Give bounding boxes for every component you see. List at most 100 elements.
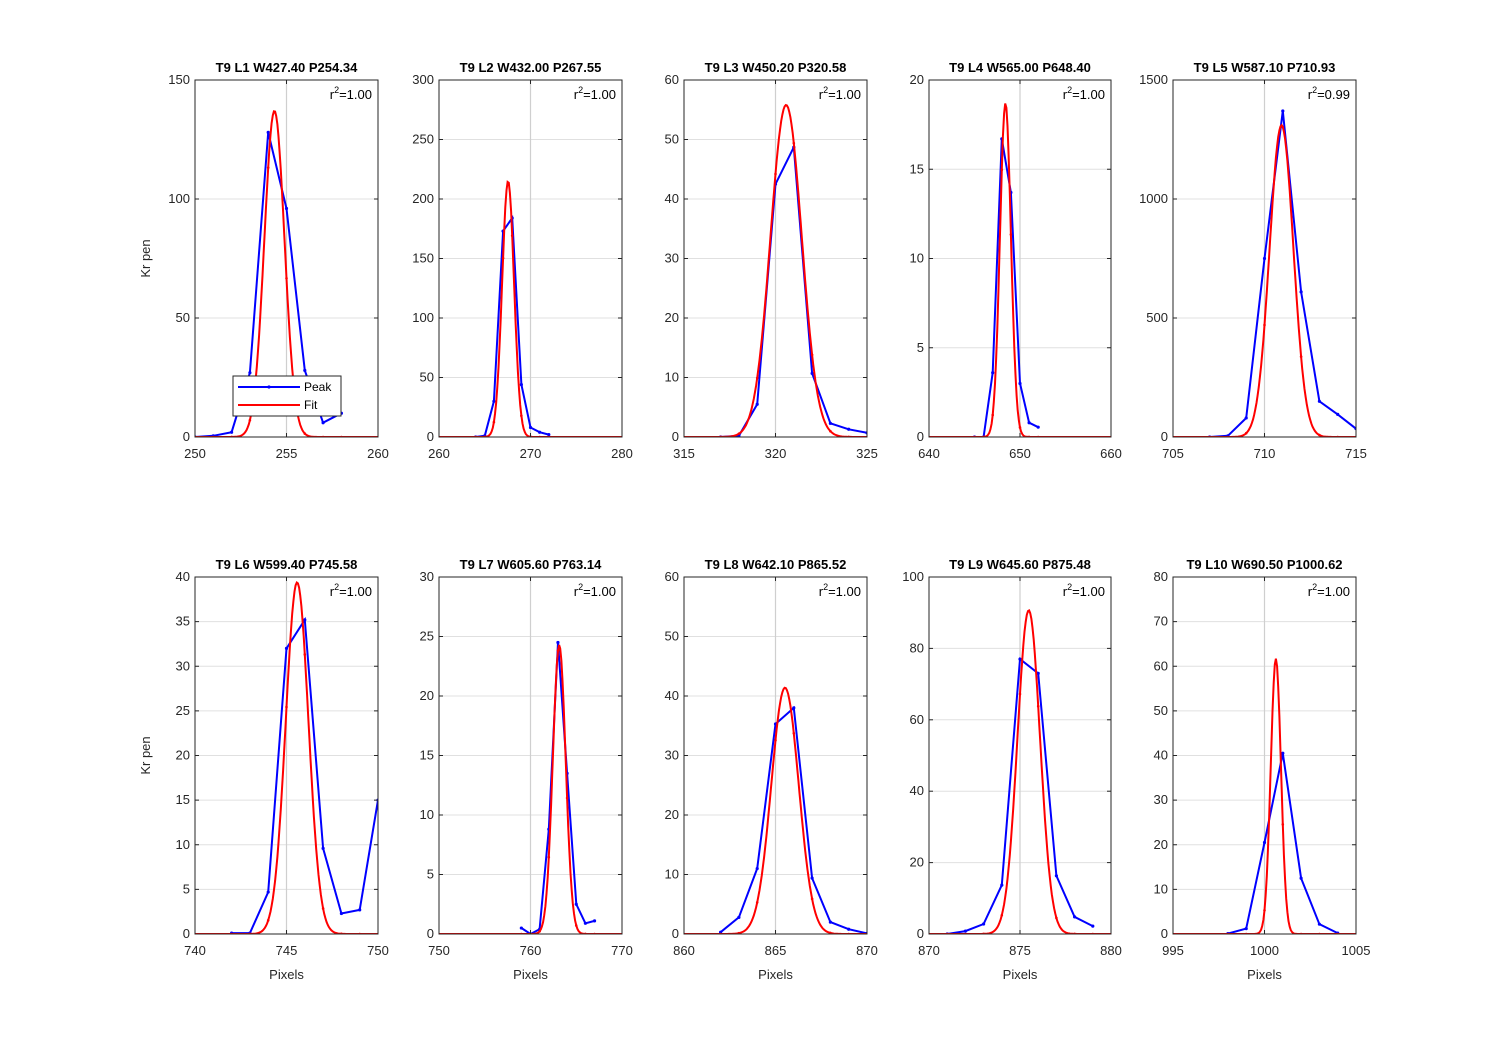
peak-point bbox=[1018, 381, 1022, 386]
peak-point bbox=[538, 430, 542, 434]
y-tick-label: 80 bbox=[910, 640, 924, 655]
peak-point bbox=[266, 890, 270, 894]
y-axis-label: Kr pen bbox=[138, 736, 153, 774]
x-tick-label: 650 bbox=[1009, 446, 1031, 461]
fit-point bbox=[1018, 426, 1022, 429]
fit-point bbox=[565, 796, 569, 800]
x-tick-label: 740 bbox=[184, 943, 206, 958]
x-tick-label: 870 bbox=[918, 943, 940, 958]
r-squared-exponent: 2 bbox=[578, 85, 583, 95]
subplot-4: 0 5 10 15 20 640 650 660 T9 L4 W565.00 P648.40 r2… bbox=[910, 60, 1122, 461]
y-tick-label: 50 bbox=[1154, 703, 1168, 718]
peak-point bbox=[1317, 399, 1321, 403]
peak-point bbox=[303, 618, 307, 622]
peak-point bbox=[1281, 109, 1285, 113]
x-tick-label: 315 bbox=[673, 446, 695, 461]
subplot-title: T9 L2 W432.00 P267.55 bbox=[460, 60, 602, 75]
y-tick-label: 80 bbox=[1154, 569, 1168, 584]
r-squared-exponent: 2 bbox=[1067, 85, 1072, 95]
peak-point bbox=[810, 371, 814, 375]
r-squared-base: r bbox=[1063, 87, 1068, 102]
x-tick-label: 870 bbox=[856, 943, 878, 958]
peak-series-line bbox=[720, 143, 867, 437]
x-tick-label: 770 bbox=[611, 943, 633, 958]
r-squared-base: r bbox=[574, 87, 579, 102]
x-tick-label: 875 bbox=[1009, 943, 1031, 958]
peak-point bbox=[810, 876, 814, 880]
peak-point bbox=[339, 911, 343, 916]
x-tick-label: 260 bbox=[428, 446, 450, 461]
peak-series-line bbox=[1209, 110, 1356, 437]
y-tick-label: 40 bbox=[665, 688, 679, 703]
peak-point bbox=[982, 922, 986, 926]
subplot-3: 0 10 20 30 40 50 60 315 320 325 T9 L3 W450.20 P320… bbox=[665, 60, 878, 461]
peak-point bbox=[1336, 412, 1340, 416]
peak-point bbox=[358, 908, 362, 912]
r-squared-exponent: 2 bbox=[578, 582, 583, 592]
x-tick-label: 325 bbox=[856, 446, 878, 461]
fit-point bbox=[755, 901, 759, 904]
fit-point bbox=[1055, 916, 1058, 920]
r-squared-label: r2=1.00 bbox=[1063, 582, 1105, 599]
y-tick-label: 20 bbox=[910, 855, 924, 870]
peak-point bbox=[519, 383, 523, 387]
y-tick-label: 0 bbox=[917, 429, 924, 444]
y-tick-label: 5 bbox=[427, 867, 434, 882]
y-tick-label: 60 bbox=[665, 72, 679, 87]
y-tick-label: 0 bbox=[917, 926, 924, 941]
y-tick-label: 10 bbox=[176, 837, 190, 852]
y-tick-label: 40 bbox=[176, 569, 190, 584]
r-squared-value: =1.00 bbox=[828, 87, 861, 102]
r-squared-label: r2=1.00 bbox=[330, 582, 372, 599]
peak-point bbox=[592, 919, 597, 923]
r-squared-value: =0.99 bbox=[1317, 87, 1350, 102]
legend: Peak Fit bbox=[232, 375, 342, 417]
subplot-7: 0 5 10 15 20 25 30 750 760 770 T9 L7 W605.60 P763.… bbox=[420, 557, 633, 982]
peak-point bbox=[1073, 915, 1077, 919]
y-tick-label: 0 bbox=[427, 926, 434, 941]
fit-point bbox=[303, 653, 307, 656]
x-axis-label: Pixels bbox=[1003, 967, 1038, 982]
peak-point bbox=[1091, 924, 1095, 928]
subplot-1: 0 50 100 150 250 255 260 T9 L1 W427.40 P254.34 r… bbox=[138, 60, 389, 461]
r-squared-base: r bbox=[330, 87, 335, 102]
x-tick-label: 705 bbox=[1162, 446, 1184, 461]
r-squared-value: =1.00 bbox=[1317, 584, 1350, 599]
fit-point bbox=[538, 929, 541, 933]
peak-point bbox=[528, 425, 533, 430]
r-squared-label: r2=1.00 bbox=[819, 582, 861, 599]
y-tick-label: 10 bbox=[910, 251, 924, 266]
peak-point bbox=[492, 399, 496, 403]
r-squared-label: r2=1.00 bbox=[819, 85, 861, 102]
y-tick-label: 20 bbox=[665, 310, 679, 325]
fit-point bbox=[1263, 323, 1266, 327]
fit-point bbox=[991, 413, 994, 417]
y-tick-label: 0 bbox=[183, 429, 190, 444]
peak-point bbox=[230, 430, 234, 434]
peak-point bbox=[755, 402, 759, 406]
r-squared-value: =1.00 bbox=[339, 87, 372, 102]
r-squared-exponent: 2 bbox=[1067, 582, 1072, 592]
y-tick-label: 50 bbox=[176, 310, 190, 325]
y-tick-label: 100 bbox=[168, 191, 190, 206]
peak-point bbox=[1299, 290, 1303, 294]
x-tick-label: 250 bbox=[184, 446, 206, 461]
x-tick-label: 260 bbox=[367, 446, 389, 461]
y-tick-label: 35 bbox=[176, 614, 190, 629]
y-tick-label: 20 bbox=[420, 688, 434, 703]
fit-point bbox=[1318, 433, 1321, 437]
fit-point bbox=[1000, 913, 1004, 917]
peak-point bbox=[1000, 883, 1004, 887]
peak-point bbox=[1262, 256, 1267, 261]
peak-point bbox=[1018, 657, 1022, 661]
y-tick-label: 25 bbox=[420, 629, 434, 644]
y-tick-label: 20 bbox=[665, 807, 679, 822]
x-axis-label: Pixels bbox=[269, 967, 304, 982]
r-squared-value: =1.00 bbox=[339, 584, 372, 599]
peak-point bbox=[963, 929, 968, 933]
fit-point bbox=[510, 234, 514, 237]
fit-point bbox=[574, 924, 578, 927]
r-squared-label: r2=1.00 bbox=[574, 582, 616, 599]
fit-point bbox=[501, 256, 505, 260]
y-tick-label: 10 bbox=[665, 867, 679, 882]
